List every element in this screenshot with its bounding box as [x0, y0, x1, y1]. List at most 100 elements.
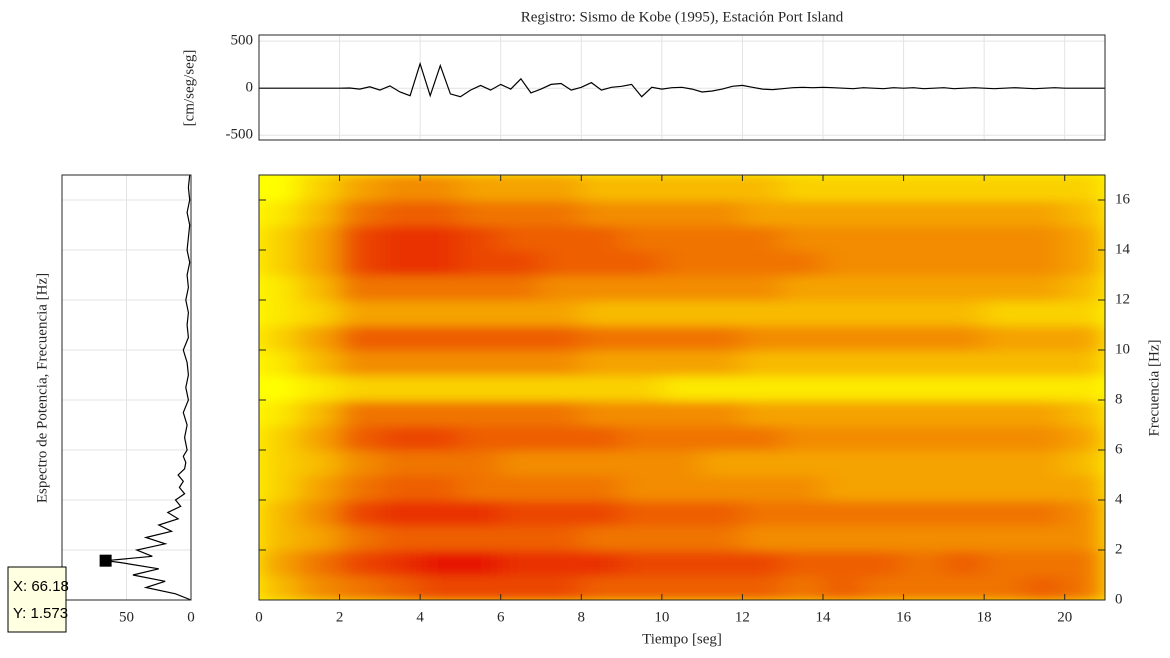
heatmap-cell	[259, 499, 301, 526]
heatmap-cell	[741, 175, 784, 201]
datatip-box	[7, 566, 67, 633]
heatmap-cell	[741, 274, 784, 301]
heatmap-cell	[942, 449, 986, 476]
heatmap-cell	[259, 374, 301, 401]
heatmap-cell	[419, 549, 462, 576]
heatmap-cell	[580, 299, 623, 326]
heatmap-cell	[298, 449, 341, 476]
heatmap-cell	[419, 224, 462, 251]
heatmap-cell	[540, 524, 583, 551]
heatmap-cell	[620, 299, 663, 326]
heatmap-cell	[580, 424, 623, 451]
heatmap-cell	[338, 524, 381, 551]
heatmap-cell	[741, 199, 784, 226]
heatmap-cell	[338, 449, 381, 476]
heatmap-cell	[983, 474, 1026, 501]
heatmap-cell	[620, 399, 663, 426]
heatmap-cell	[499, 224, 542, 251]
heatmap-cell	[701, 249, 744, 276]
heatmap-cell	[1023, 474, 1066, 501]
heatmap-cell	[942, 524, 986, 551]
heatmap-cell	[459, 324, 502, 351]
heatmap-cell	[459, 399, 502, 426]
heatmap-cell	[459, 249, 502, 276]
y-tick-label: 6	[1115, 441, 1123, 457]
heatmap-cell	[338, 474, 381, 501]
heatmap-cell	[701, 349, 744, 376]
heatmap-cell	[338, 274, 381, 301]
heatmap-cell	[338, 349, 381, 376]
heatmap-cell	[942, 299, 986, 326]
data-line	[259, 61, 1105, 98]
heatmap-cell	[338, 374, 381, 401]
heatmap-cell	[580, 224, 623, 251]
heatmap-cell	[620, 474, 663, 501]
heatmap-cell	[540, 349, 583, 376]
heatmap-cell	[378, 274, 422, 301]
heatmap-cell	[419, 349, 462, 376]
heatmap-cell	[378, 574, 422, 600]
y-tick-label: 0	[246, 80, 254, 96]
y-axis-label: Frecuencia [Hz]	[1146, 339, 1162, 436]
heatmap-cell	[822, 274, 865, 301]
heatmap-cell	[1063, 175, 1105, 201]
heatmap-cell	[1063, 524, 1105, 551]
heatmap-cell	[298, 399, 341, 426]
heatmap-cell	[741, 224, 784, 251]
x-tick-label: 10	[654, 609, 669, 625]
heatmap-cell	[378, 449, 422, 476]
heatmap-cell	[822, 499, 865, 526]
heatmap-cell	[1063, 299, 1105, 326]
heatmap-cell	[499, 424, 542, 451]
x-tick-label: 12	[735, 609, 750, 625]
heatmap-cell	[902, 324, 945, 351]
heatmap-cell	[580, 199, 623, 226]
heatmap-cell	[259, 324, 301, 351]
heatmap-cell	[620, 175, 663, 201]
heatmap-cell	[1063, 324, 1105, 351]
heatmap-cell	[902, 449, 945, 476]
heatmap-cell	[902, 549, 945, 576]
heatmap-cell	[459, 499, 502, 526]
heatmap-cell	[419, 399, 462, 426]
heatmap-cell	[1063, 224, 1105, 251]
heatmap-cell	[983, 549, 1026, 576]
y-tick-label: 12	[1115, 291, 1130, 307]
heatmap-cell	[902, 399, 945, 426]
heatmap-cell	[459, 524, 502, 551]
heatmap-cell	[822, 549, 865, 576]
x-axis-label: Tiempo [seg]	[642, 631, 722, 647]
heatmap-cell	[1063, 274, 1105, 301]
heatmap-cell	[942, 549, 986, 576]
heatmap-cell	[540, 399, 583, 426]
heatmap-cell	[862, 349, 905, 376]
heatmap-cell	[259, 199, 301, 226]
heatmap-cell	[781, 274, 824, 301]
heatmap-cell	[781, 474, 824, 501]
heatmap-cell	[1063, 374, 1105, 401]
heatmap-cell	[540, 449, 583, 476]
heatmap-cell	[298, 499, 341, 526]
heatmap-cell	[902, 474, 945, 501]
heatmap-cell	[942, 574, 986, 600]
heatmap-cell	[862, 549, 905, 576]
heatmap-cell	[378, 299, 422, 326]
heatmap-cell	[419, 175, 462, 201]
heatmap-cell	[862, 299, 905, 326]
heatmap-cell	[298, 524, 341, 551]
heatmap-cell	[701, 374, 744, 401]
heatmap-cell	[1063, 249, 1105, 276]
heatmap-cell	[1023, 424, 1066, 451]
heatmap-cell	[338, 424, 381, 451]
heatmap-cell	[701, 299, 744, 326]
heatmap-cell	[338, 199, 381, 226]
heatmap-cell	[701, 199, 744, 226]
heatmap-cell	[862, 449, 905, 476]
heatmap-cell	[781, 324, 824, 351]
heatmap-cell	[781, 224, 824, 251]
heatmap-cell	[862, 249, 905, 276]
heatmap-cell	[862, 274, 905, 301]
heatmap-cell	[419, 249, 462, 276]
